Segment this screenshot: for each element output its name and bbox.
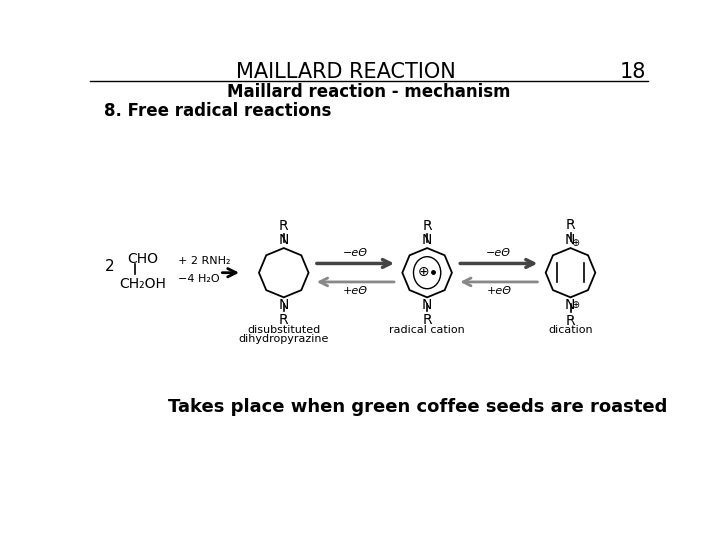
Text: −eΘ: −eΘ <box>486 248 511 259</box>
Text: R: R <box>279 219 289 233</box>
Text: N: N <box>422 298 432 312</box>
Text: N: N <box>564 233 575 247</box>
Text: disubstituted: disubstituted <box>247 325 320 335</box>
Text: N: N <box>279 233 289 247</box>
Text: dihydropyrazine: dihydropyrazine <box>238 334 329 344</box>
Text: N: N <box>279 298 289 312</box>
Text: −4 H₂O: −4 H₂O <box>178 274 219 284</box>
Text: N: N <box>422 233 432 247</box>
Text: R: R <box>566 314 575 327</box>
Text: Maillard reaction - mechanism: Maillard reaction - mechanism <box>228 83 510 101</box>
Text: R: R <box>423 313 432 327</box>
Text: + 2 RNH₂: + 2 RNH₂ <box>178 256 230 266</box>
Text: MAILLARD REACTION: MAILLARD REACTION <box>236 63 456 83</box>
Text: R: R <box>423 219 432 233</box>
Text: +eΘ: +eΘ <box>486 286 511 296</box>
Text: R: R <box>566 218 575 232</box>
Text: ⊕: ⊕ <box>418 265 430 279</box>
Text: −eΘ: −eΘ <box>343 248 368 259</box>
Text: ⊕: ⊕ <box>571 238 579 248</box>
Text: 18: 18 <box>619 63 646 83</box>
Text: CHO: CHO <box>127 252 158 266</box>
Text: dication: dication <box>548 325 593 335</box>
Text: CH₂OH: CH₂OH <box>120 277 166 291</box>
Text: N: N <box>564 298 575 312</box>
Text: R: R <box>279 313 289 327</box>
Text: +eΘ: +eΘ <box>343 286 368 296</box>
Text: radical cation: radical cation <box>390 325 465 335</box>
Text: 8. Free radical reactions: 8. Free radical reactions <box>104 102 331 120</box>
Text: Takes place when green coffee seeds are roasted: Takes place when green coffee seeds are … <box>168 399 667 416</box>
Text: ⊕: ⊕ <box>571 300 579 310</box>
Text: 2: 2 <box>104 259 114 274</box>
